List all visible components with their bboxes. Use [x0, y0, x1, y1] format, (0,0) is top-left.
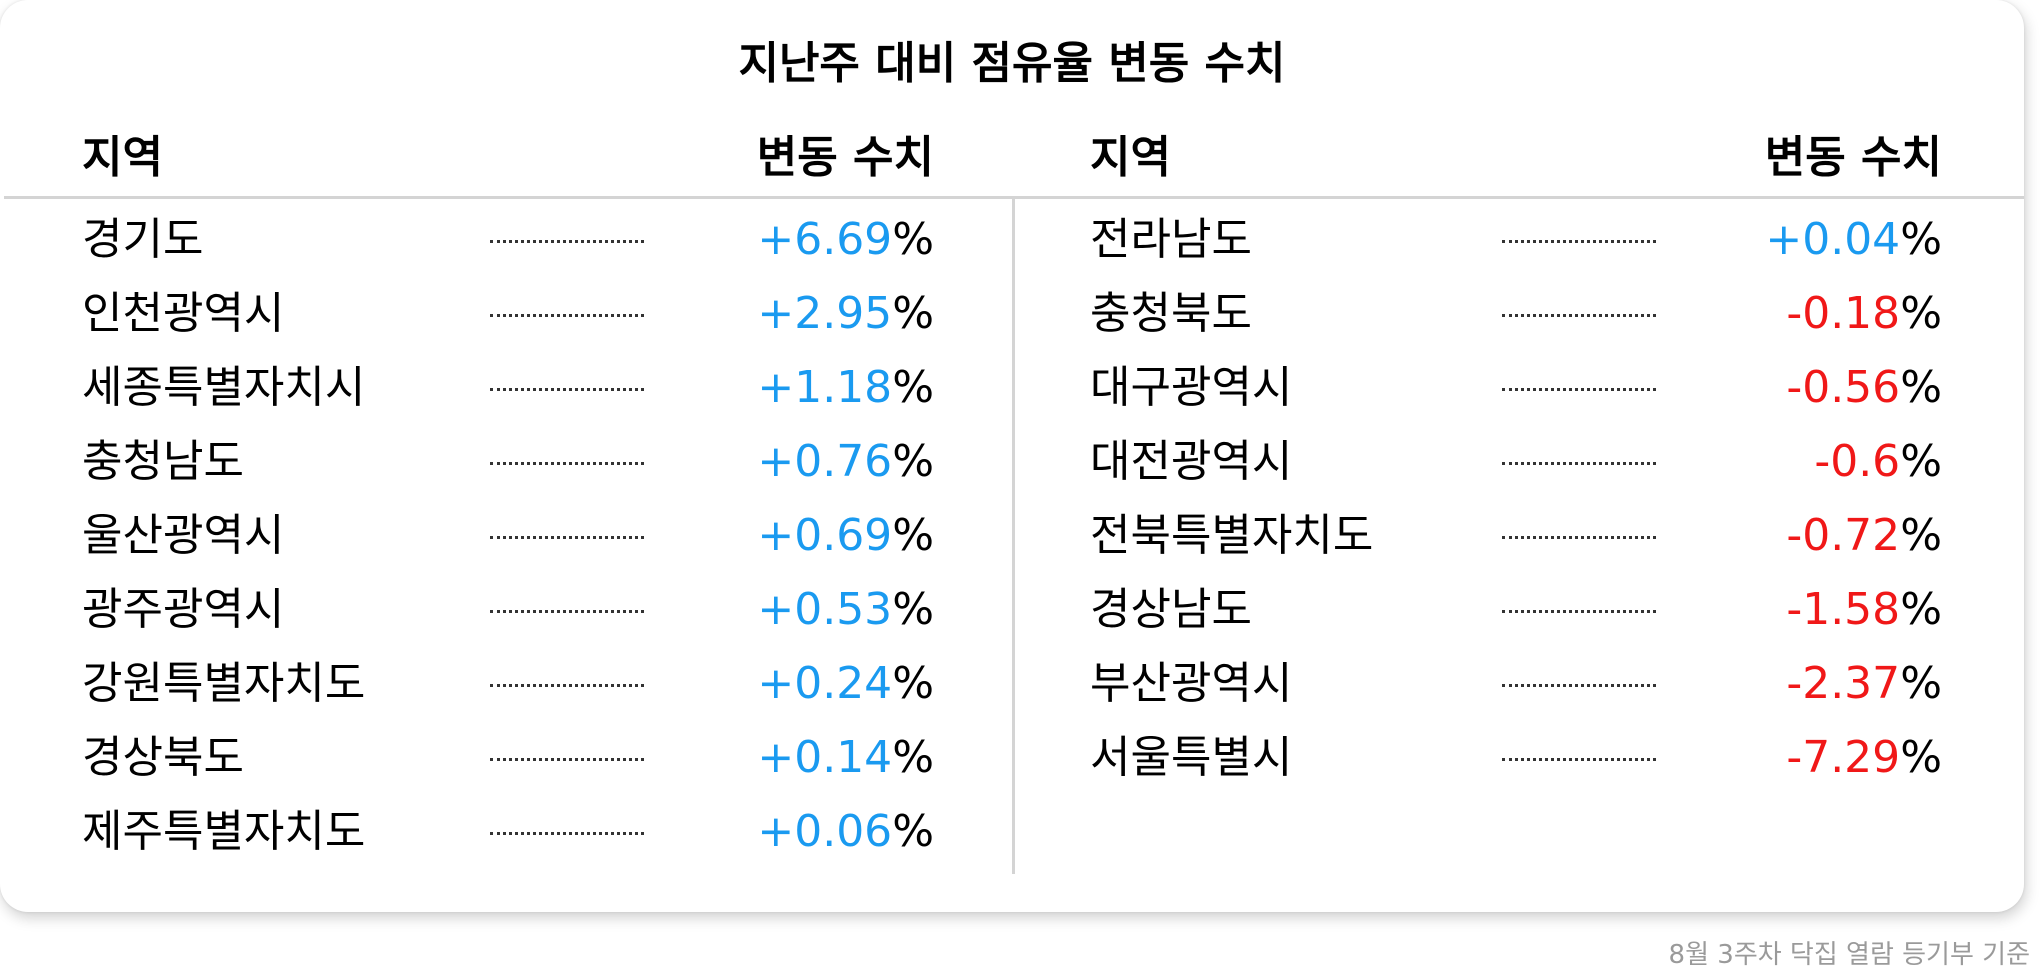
change-value: +0.14%	[82, 726, 934, 790]
region-name: 제주특별자치도	[82, 806, 366, 857]
change-number: -0.72	[1786, 510, 1901, 561]
change-number: +6.69	[757, 214, 893, 265]
change-number: +0.06	[757, 806, 893, 857]
region-name: 경기도	[82, 214, 204, 265]
change-value: -0.18%	[1090, 282, 1942, 346]
change-number: -0.6	[1814, 436, 1901, 487]
percent-sign: %	[1900, 288, 1942, 339]
dotted-leader	[1502, 314, 1656, 317]
dotted-leader	[1502, 610, 1656, 613]
region-name: 인천광역시	[82, 288, 285, 339]
dotted-leader	[490, 388, 644, 391]
change-value: +2.95%	[82, 282, 934, 346]
dotted-leader	[490, 314, 644, 317]
change-value: -0.6%	[1090, 430, 1942, 494]
change-number: -0.56	[1786, 362, 1901, 413]
region-name: 충청북도	[1090, 288, 1252, 339]
change-value: +6.69%	[82, 208, 934, 272]
header-divider	[4, 196, 2024, 199]
region-name: 광주광역시	[82, 584, 285, 635]
percent-sign: %	[1900, 362, 1942, 413]
dotted-leader	[1502, 536, 1656, 539]
dotted-leader	[1502, 684, 1656, 687]
percent-sign: %	[892, 288, 934, 339]
region-name: 대전광역시	[1090, 436, 1293, 487]
dotted-leader	[490, 536, 644, 539]
change-value: +0.06%	[82, 800, 934, 864]
percent-sign: %	[892, 214, 934, 265]
percent-sign: %	[892, 806, 934, 857]
change-number: -0.18	[1786, 288, 1901, 339]
region-name: 강원특별자치도	[82, 658, 366, 709]
region-name: 세종특별자치시	[82, 362, 366, 413]
percent-sign: %	[1900, 510, 1942, 561]
percent-sign: %	[1900, 732, 1942, 783]
change-value: -1.58%	[1090, 578, 1942, 642]
right-region-header: 지역	[1090, 132, 1171, 183]
dotted-leader	[490, 610, 644, 613]
change-value: +0.76%	[82, 430, 934, 494]
share-change-card: 지난주 대비 점유율 변동 수치 지역 변동 수치 지역 변동 수치 경기도 +6…	[4, 38, 2024, 874]
change-number: +1.18	[757, 362, 893, 413]
percent-sign: %	[1900, 584, 1942, 635]
region-name: 대구광역시	[1090, 362, 1293, 413]
change-value: -7.29%	[1090, 726, 1942, 790]
region-name: 서울특별시	[1090, 732, 1293, 783]
right-change-header: 변동 수치	[1764, 132, 1942, 183]
change-value: +0.04%	[1090, 208, 1942, 272]
region-name: 전북특별자치도	[1090, 510, 1374, 561]
change-number: +0.14	[757, 732, 893, 783]
region-name: 전라남도	[1090, 214, 1252, 265]
change-number: +0.04	[1765, 214, 1901, 265]
percent-sign: %	[892, 584, 934, 635]
dotted-leader	[490, 462, 644, 465]
dotted-leader	[1502, 758, 1656, 761]
percent-sign: %	[1900, 214, 1942, 265]
change-number: +0.24	[757, 658, 893, 709]
column-divider	[1012, 198, 1015, 874]
percent-sign: %	[1900, 436, 1942, 487]
dotted-leader	[1502, 388, 1656, 391]
percent-sign: %	[1900, 658, 1942, 709]
percent-sign: %	[892, 436, 934, 487]
dotted-leader	[490, 758, 644, 761]
change-value: +0.24%	[82, 652, 934, 716]
change-value: -0.72%	[1090, 504, 1942, 568]
change-value: +0.69%	[82, 504, 934, 568]
change-value: -0.56%	[1090, 356, 1942, 420]
dotted-leader	[490, 684, 644, 687]
region-name: 부산광역시	[1090, 658, 1293, 709]
region-name: 충청남도	[82, 436, 244, 487]
left-change-header: 변동 수치	[756, 132, 934, 183]
change-value: +1.18%	[82, 356, 934, 420]
dotted-leader	[490, 832, 644, 835]
percent-sign: %	[892, 510, 934, 561]
region-name: 울산광역시	[82, 510, 285, 561]
card-title: 지난주 대비 점유율 변동 수치	[738, 38, 1286, 89]
source-footnote: 8월 3주차 닥집 열람 등기부 기준	[1668, 940, 2030, 970]
dotted-leader	[490, 240, 644, 243]
left-region-header: 지역	[82, 132, 163, 183]
percent-sign: %	[892, 732, 934, 783]
change-number: +0.69	[757, 510, 893, 561]
percent-sign: %	[892, 362, 934, 413]
change-number: +0.76	[757, 436, 893, 487]
change-number: -7.29	[1786, 732, 1901, 783]
change-value: -2.37%	[1090, 652, 1942, 716]
region-name: 경상남도	[1090, 584, 1252, 635]
change-value: +0.53%	[82, 578, 934, 642]
percent-sign: %	[892, 658, 934, 709]
change-number: +0.53	[757, 584, 893, 635]
change-number: +2.95	[757, 288, 893, 339]
change-number: -2.37	[1786, 658, 1901, 709]
region-name: 경상북도	[82, 732, 244, 783]
dotted-leader	[1502, 462, 1656, 465]
change-number: -1.58	[1786, 584, 1901, 635]
dotted-leader	[1502, 240, 1656, 243]
